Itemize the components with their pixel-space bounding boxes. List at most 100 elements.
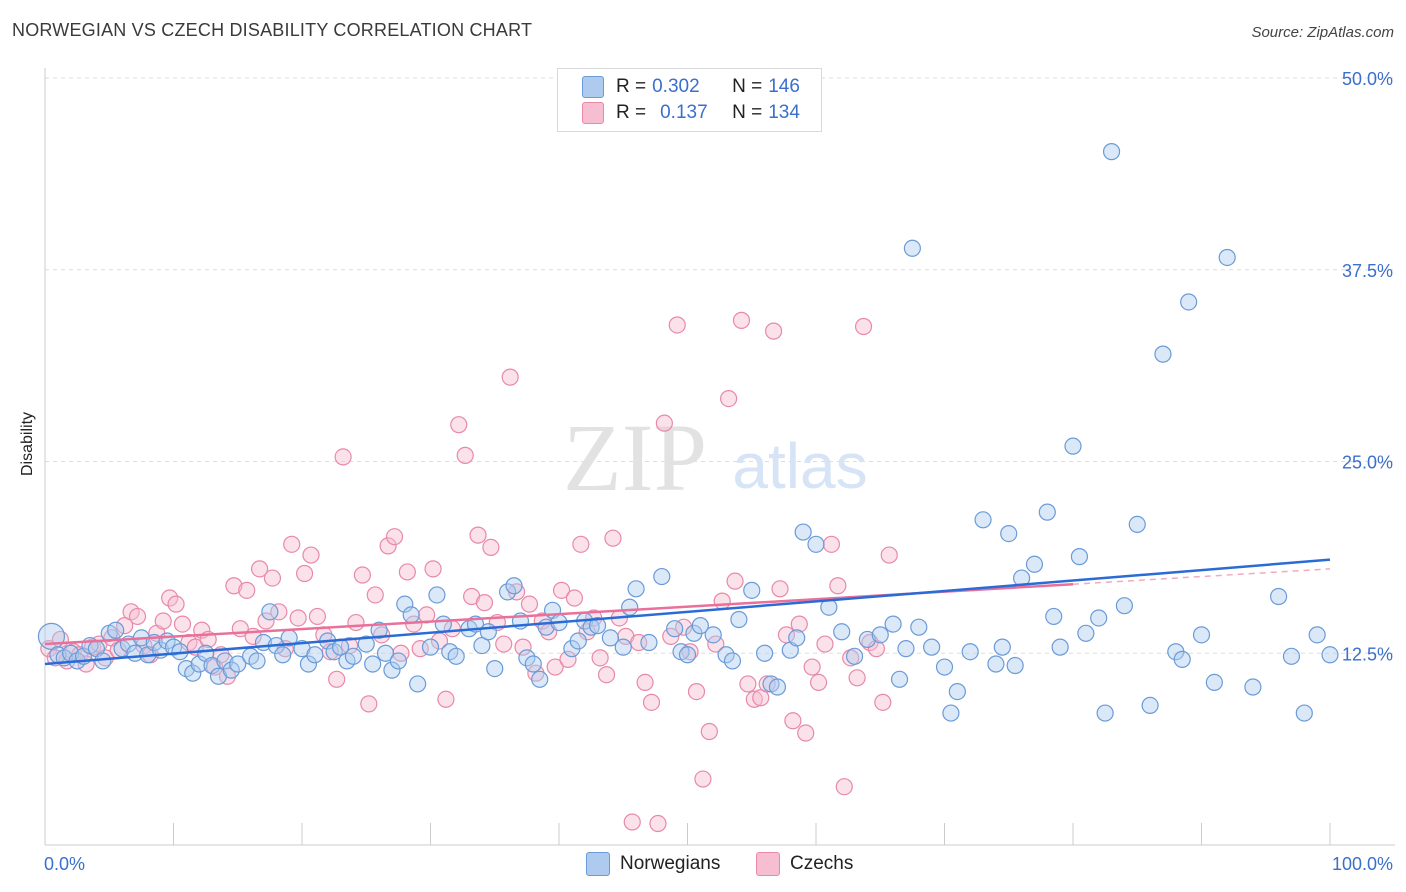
- czech-point: [437, 690, 455, 708]
- czech-point: [469, 526, 487, 544]
- norwegian-point: [1282, 647, 1301, 665]
- norwegian-point: [1141, 696, 1159, 715]
- norwegian-point: [1308, 626, 1326, 644]
- norwegian-point: [486, 659, 504, 678]
- czech-point: [829, 577, 847, 595]
- norwegian-point: [1045, 607, 1063, 626]
- czech-point: [250, 560, 269, 578]
- norwegian-point: [383, 661, 401, 679]
- norwegian-point: [1000, 524, 1018, 543]
- norwegian-point: [948, 682, 966, 701]
- czech-point: [854, 317, 873, 336]
- legend-item-norwegians: Norwegians: [586, 852, 720, 876]
- czech-point: [116, 617, 134, 635]
- czech-point: [173, 615, 192, 633]
- czech-point: [784, 712, 802, 730]
- norwegian-point: [1064, 437, 1082, 455]
- norwegian-point: [987, 655, 1005, 673]
- czech-point: [797, 724, 815, 742]
- norwegian-point: [1102, 143, 1121, 161]
- czech-point: [597, 666, 616, 684]
- y-tick-label: 25.0%: [1342, 453, 1393, 473]
- pink-swatch-icon: [756, 852, 780, 876]
- czech-point: [752, 689, 770, 707]
- czech-point: [424, 560, 442, 578]
- legend-r-label: R =: [616, 102, 647, 123]
- norwegian-point: [396, 595, 414, 613]
- correlation-legend: R = 0.302 N = 146 R = 0.137 N = 134: [557, 68, 822, 132]
- czech-point: [546, 658, 564, 676]
- norwegian-point: [1051, 638, 1069, 656]
- norwegian-point: [640, 633, 658, 652]
- norwegian-point: [518, 649, 536, 667]
- czech-point: [867, 640, 885, 658]
- czech-point: [328, 670, 346, 688]
- norwegian-point: [1269, 587, 1288, 606]
- norwegian-point: [261, 603, 279, 621]
- czech-point: [604, 529, 622, 547]
- czech-point: [758, 675, 776, 693]
- czech-point: [816, 635, 834, 653]
- norwegian-point: [499, 583, 517, 601]
- watermark-atlas: atlas: [732, 430, 867, 502]
- norwegian-point: [409, 675, 427, 693]
- norwegian-point: [807, 535, 825, 553]
- czech-point: [552, 581, 571, 599]
- norwegian-point: [203, 656, 221, 675]
- czech-point: [238, 581, 256, 599]
- norwegian-point: [858, 630, 877, 649]
- norwegian-point: [357, 635, 375, 653]
- gridlines: [45, 77, 1395, 654]
- czech-point: [809, 673, 828, 691]
- norwegian-point: [421, 638, 440, 656]
- czech-point: [385, 528, 404, 546]
- czech-point: [764, 322, 783, 340]
- norwegian-point: [434, 615, 452, 633]
- y-tick-label: 12.5%: [1342, 644, 1393, 664]
- legend-n-label: N =: [732, 102, 763, 123]
- czech-point: [790, 615, 808, 633]
- czech-point: [161, 589, 179, 607]
- norwegian-point: [723, 652, 742, 670]
- czech-point: [302, 546, 320, 564]
- norwegian-point: [935, 658, 954, 676]
- norwegian-point: [588, 617, 607, 635]
- norwegian-point: [768, 678, 787, 696]
- czech-point: [694, 770, 712, 788]
- norwegian-point: [794, 523, 812, 541]
- czech-point: [334, 448, 352, 466]
- axes: [44, 68, 1395, 846]
- czech-point: [263, 569, 282, 587]
- watermark: ZIP atlas: [563, 404, 868, 511]
- norwegian-point: [884, 615, 902, 633]
- norwegian-point: [1128, 515, 1146, 533]
- czech-point: [128, 607, 147, 626]
- y-tick-label: 50.0%: [1342, 69, 1393, 89]
- norwegian-point: [717, 646, 735, 664]
- czech-point: [398, 563, 416, 581]
- norwegian-point: [248, 652, 266, 670]
- legend-n-label: N =: [732, 76, 763, 97]
- norwegian-point: [531, 670, 549, 688]
- blue-swatch-icon: [582, 76, 604, 98]
- norwegian-point: [961, 643, 979, 661]
- norwegian-point: [473, 636, 491, 655]
- czech-point: [803, 658, 821, 676]
- chart-title: NORWEGIAN VS CZECH DISABILITY CORRELATIO…: [12, 20, 533, 40]
- norwegian-point: [1180, 293, 1198, 311]
- norwegian-point: [190, 655, 208, 673]
- norwegian-point: [107, 621, 125, 639]
- norwegian-point: [1070, 548, 1089, 566]
- czech-point: [167, 595, 185, 613]
- norwegian-point: [569, 632, 587, 650]
- czech-point: [225, 577, 243, 595]
- norwegian-point: [897, 640, 915, 658]
- czech-point: [874, 693, 892, 711]
- norwegian-point: [601, 629, 620, 647]
- norwegian-point: [505, 577, 523, 595]
- legend-n-value: 146: [768, 76, 800, 97]
- legend-item-czechs: Czechs: [756, 852, 853, 876]
- czech-point: [681, 643, 699, 661]
- legend-row-norwegians: R = 0.302 N = 146: [582, 75, 800, 99]
- legend-norwegians-label: Norwegians: [620, 853, 721, 874]
